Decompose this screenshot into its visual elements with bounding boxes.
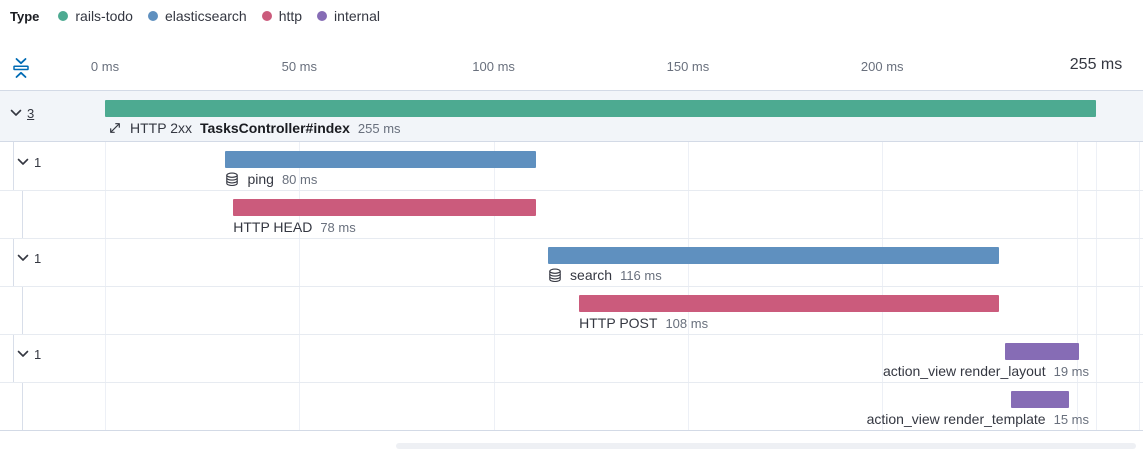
chevron-down-icon [16, 251, 30, 265]
row-divider [0, 190, 1143, 191]
fold-icon [11, 57, 33, 79]
span-render-layout-toggle[interactable]: 1 [16, 347, 41, 361]
gridline-50ms [299, 90, 300, 430]
legend-item-elasticsearch[interactable]: elasticsearch [147, 8, 247, 24]
span-http-post-name: HTTP POST [579, 315, 658, 331]
axis-tick-150: 150 ms [666, 59, 710, 74]
legend-dot-icon [261, 11, 272, 21]
tree-guide [13, 142, 14, 190]
children-count-badge: 1 [34, 154, 42, 170]
span-render-template-label: action_view render_template 15 ms [867, 410, 1089, 428]
span-render-template-duration: 15 ms [1053, 411, 1089, 427]
chevron-down-icon [9, 106, 23, 120]
span-ping-bar[interactable] [225, 151, 537, 168]
axis-tick-100: 100 ms [472, 59, 515, 74]
legend-item-internal[interactable]: internal [317, 8, 380, 24]
children-count-badge: 1 [34, 346, 42, 362]
span-http-head-bar[interactable] [233, 199, 537, 216]
span-render-layout-name: action_view render_layout [882, 363, 1046, 379]
span-search-name: search [570, 267, 613, 283]
legend-item-label: elasticsearch [164, 8, 247, 24]
legend-item-label: internal [334, 8, 380, 24]
row-divider [0, 90, 1143, 91]
collapse-all-button[interactable] [11, 56, 33, 80]
chevron-down-icon [16, 347, 30, 361]
chevron-down-icon [16, 155, 30, 169]
row-divider [0, 238, 1143, 239]
legend-dot-icon [147, 11, 158, 21]
database-icon [548, 268, 562, 283]
span-render-layout-label: action_view render_layout 19 ms [883, 362, 1089, 380]
span-http-head-label: HTTP HEAD 78 ms [233, 218, 356, 236]
axis-tick-50: 50 ms [281, 59, 318, 74]
legend-dot-icon [317, 11, 328, 21]
axis-total-duration: 255 ms [1069, 56, 1123, 73]
transaction-tasks-controller-label: HTTP 2xx TasksController#index 255 ms [108, 119, 401, 137]
span-ping-duration: 80 ms [281, 171, 318, 187]
horizontal-scrollbar[interactable] [396, 443, 1136, 449]
tree-guide [22, 190, 23, 238]
transaction-tasks-controller-duration: 255 ms [357, 120, 401, 136]
database-icon [225, 172, 239, 187]
transaction-result: HTTP 2xx [130, 120, 192, 136]
span-render-layout-bar[interactable] [1004, 343, 1079, 360]
gridline-100ms [494, 90, 495, 430]
span-ping-toggle[interactable]: 1 [16, 155, 41, 169]
span-render-template-bar[interactable] [1010, 391, 1069, 408]
row-divider [0, 334, 1143, 335]
children-count-badge: 1 [34, 250, 42, 266]
row-divider [0, 382, 1143, 383]
tree-guide [22, 286, 23, 334]
span-search-duration: 116 ms [620, 267, 662, 283]
gridline-250ms [1077, 90, 1078, 430]
span-http-head-duration: 78 ms [320, 219, 356, 235]
span-http-post-duration: 108 ms [665, 315, 709, 331]
row-divider [0, 430, 1143, 431]
span-search-bar[interactable] [548, 247, 999, 264]
children-count-badge: 3 [27, 105, 35, 121]
legend-items: rails-todo elasticsearch http internal [58, 8, 380, 24]
span-search-toggle[interactable]: 1 [16, 251, 41, 265]
span-search-label: search 116 ms [548, 266, 662, 284]
merge-icon [108, 121, 122, 135]
tree-guide [13, 334, 14, 382]
gridline-0ms [105, 90, 106, 430]
legend-item-label: http [278, 8, 303, 24]
span-http-post-label: HTTP POST 108 ms [579, 314, 708, 332]
row-divider [0, 286, 1143, 287]
row-divider [0, 141, 1143, 142]
span-ping-name: ping [247, 171, 274, 187]
legend-item-rails-todo[interactable]: rails-todo [58, 8, 133, 24]
type-legend: Type rails-todo elasticsearch http internal [10, 8, 380, 24]
gridline-255ms [1096, 90, 1097, 430]
span-render-layout-duration: 19 ms [1053, 363, 1089, 379]
transaction-tasks-controller-toggle[interactable]: 3 [9, 106, 34, 120]
legend-item-http[interactable]: http [261, 8, 303, 24]
span-http-head-name: HTTP HEAD [233, 219, 313, 235]
legend-title: Type [10, 8, 40, 24]
tree-guide [22, 382, 23, 430]
span-render-template-name: action_view render_template [866, 411, 1046, 427]
legend-dot-icon [58, 11, 69, 21]
axis-tick-0: 0 ms [90, 59, 120, 74]
transaction-tasks-controller-bar[interactable] [105, 100, 1096, 117]
waterfall-right-border [1139, 90, 1140, 430]
legend-item-label: rails-todo [75, 8, 133, 24]
tree-guide [13, 238, 14, 286]
axis-tick-200: 200 ms [860, 59, 904, 74]
transaction-tasks-controller-name: TasksController#index [199, 120, 350, 136]
span-http-post-bar[interactable] [579, 295, 999, 312]
span-ping-label: ping 80 ms [225, 170, 317, 188]
